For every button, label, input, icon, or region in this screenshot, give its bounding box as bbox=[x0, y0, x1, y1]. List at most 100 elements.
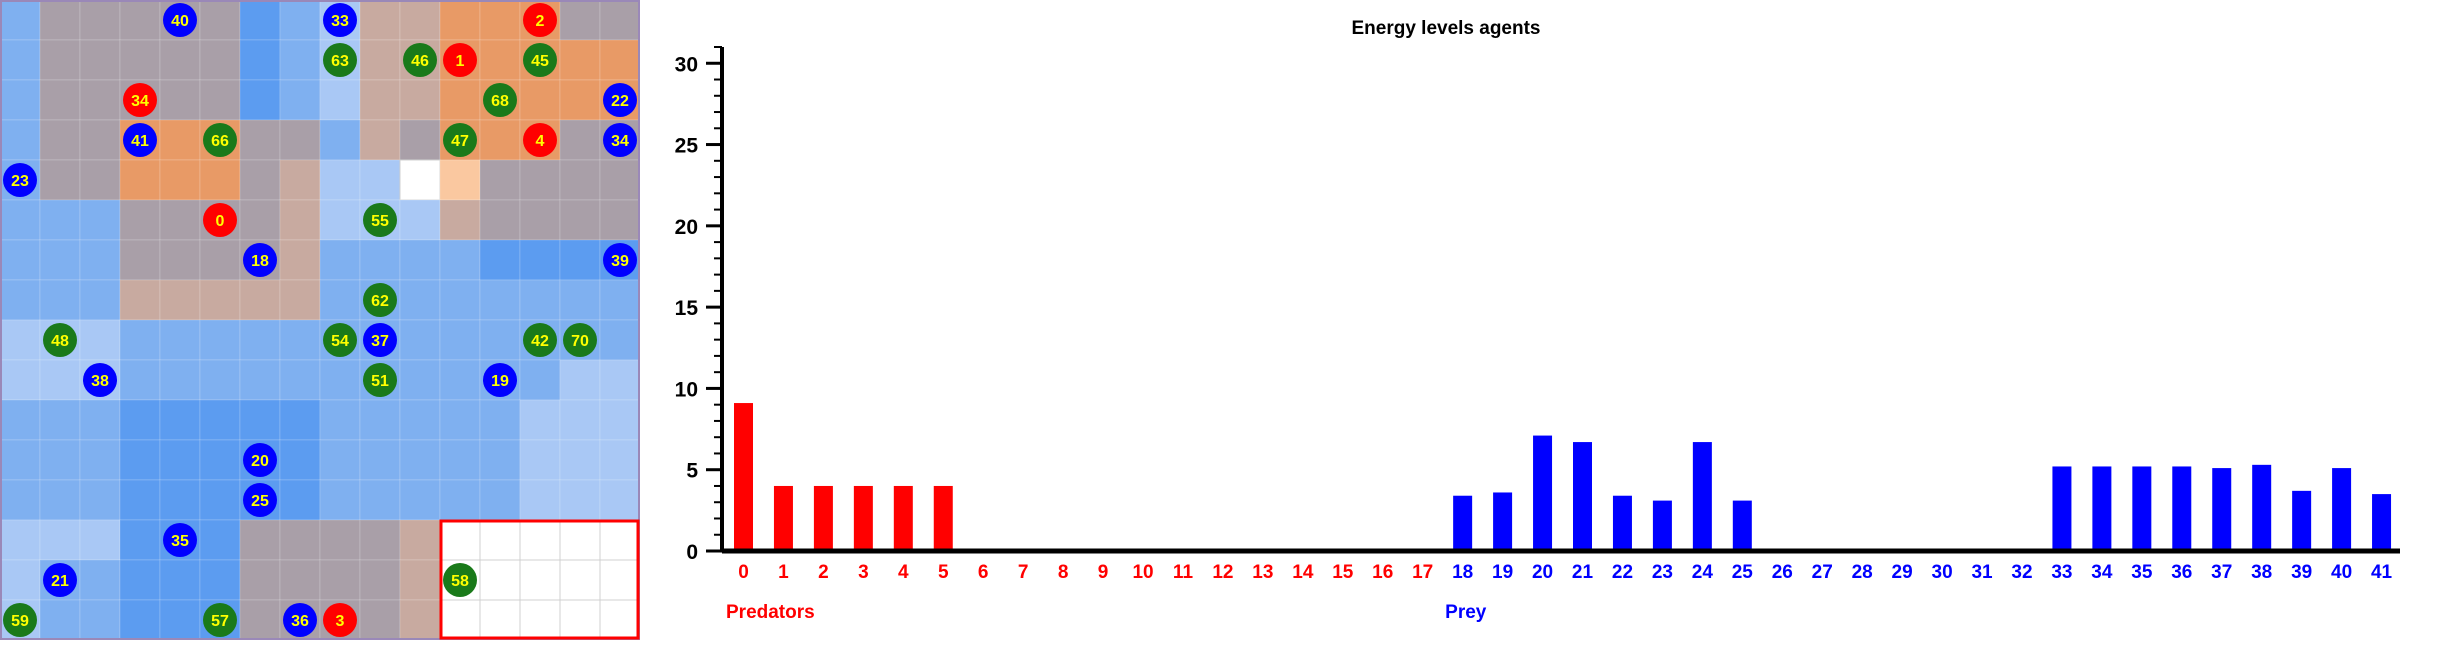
grid-cell bbox=[479, 519, 521, 561]
grid-cell bbox=[399, 159, 441, 201]
grid-cell bbox=[559, 39, 601, 81]
grid-cell bbox=[399, 479, 441, 521]
agent-predator: 3 bbox=[323, 603, 357, 637]
grid-cell bbox=[279, 79, 321, 121]
x-tick-label: 24 bbox=[1692, 562, 1714, 583]
grid-cell bbox=[359, 399, 401, 441]
world-grid-svg: 40 33 2 63 46 1 45 34 68 22 41 66 47 4 34 23 0 55 18 39 62 48… bbox=[0, 0, 641, 641]
x-tick-label: 6 bbox=[978, 562, 989, 583]
grid-cell bbox=[439, 319, 481, 361]
agent-plant: 47 bbox=[443, 123, 477, 157]
grid-cell bbox=[39, 599, 81, 641]
grid-cell bbox=[479, 399, 521, 441]
predator-marker bbox=[523, 123, 557, 157]
grid-cell bbox=[319, 559, 361, 601]
prey-marker bbox=[83, 363, 117, 397]
grid-cell bbox=[119, 239, 161, 281]
grid-cell bbox=[159, 399, 201, 441]
grid-cells bbox=[0, 0, 641, 641]
grid-cell bbox=[399, 599, 441, 641]
grid-cell bbox=[399, 119, 441, 161]
agent-id-label: 66 bbox=[211, 133, 229, 150]
grid-cell bbox=[119, 599, 161, 641]
agent-predator: 1 bbox=[443, 43, 477, 77]
grid-cell bbox=[199, 559, 241, 601]
grid-cell bbox=[399, 399, 441, 441]
x-tick-label: 23 bbox=[1652, 562, 1673, 583]
agent-prey: 18 bbox=[243, 243, 277, 277]
plant-marker bbox=[443, 123, 477, 157]
grid-cell bbox=[559, 279, 601, 321]
bar-40 bbox=[2332, 468, 2352, 551]
grid-cell bbox=[119, 319, 161, 361]
grid-cell bbox=[39, 39, 81, 81]
grid-cell bbox=[519, 199, 561, 241]
agent-id-label: 35 bbox=[171, 533, 189, 550]
grid-cell bbox=[0, 399, 41, 441]
grid-cell bbox=[39, 239, 81, 281]
x-tick-label: 40 bbox=[2331, 562, 2352, 583]
grid-cell bbox=[0, 559, 41, 601]
x-tick-label: 28 bbox=[1852, 562, 1873, 583]
grid-cell bbox=[79, 439, 121, 481]
x-tick-label: 22 bbox=[1612, 562, 1633, 583]
grid-cell bbox=[519, 359, 561, 401]
prey-marker bbox=[163, 523, 197, 557]
y-axis: 0 5 10 15 20 25 30 bbox=[675, 46, 724, 564]
agent-prey: 40 bbox=[163, 3, 197, 37]
bar-2 bbox=[813, 485, 833, 551]
grid-cell bbox=[39, 159, 81, 201]
agent-id-label: 18 bbox=[251, 253, 269, 270]
grid-cell bbox=[279, 39, 321, 81]
grid-cell bbox=[519, 239, 561, 281]
grid-cell bbox=[599, 519, 641, 561]
x-tick-label: 0 bbox=[738, 562, 749, 583]
grid-cell bbox=[39, 279, 81, 321]
bar-4 bbox=[893, 485, 913, 551]
bar-37 bbox=[2212, 468, 2232, 551]
bar-24 bbox=[1692, 442, 1712, 551]
grid-cell bbox=[479, 319, 521, 361]
grid-cell bbox=[159, 199, 201, 241]
agent-id-label: 58 bbox=[451, 573, 469, 590]
bar-20 bbox=[1533, 435, 1553, 551]
prey-marker bbox=[123, 123, 157, 157]
x-tick-label: 12 bbox=[1212, 562, 1233, 583]
grid-border bbox=[0, 0, 640, 640]
x-tick-label: 7 bbox=[1018, 562, 1029, 583]
grid-cell bbox=[119, 519, 161, 561]
grid-cell bbox=[439, 199, 481, 241]
grid-cell bbox=[239, 79, 281, 121]
grid-cell bbox=[559, 159, 601, 201]
bar-39 bbox=[2292, 490, 2312, 551]
predator-marker bbox=[523, 3, 557, 37]
grid-cell bbox=[199, 279, 241, 321]
grid-cell bbox=[599, 479, 641, 521]
grid-cell bbox=[279, 479, 321, 521]
bar-35 bbox=[2132, 466, 2152, 551]
x-tick-label: 41 bbox=[2371, 562, 2393, 583]
grid-cell bbox=[39, 0, 81, 41]
bar-3 bbox=[853, 485, 873, 551]
grid-cell bbox=[439, 479, 481, 521]
grid-cell bbox=[359, 0, 401, 41]
grid-cell bbox=[279, 519, 321, 561]
grid-cell bbox=[559, 199, 601, 241]
agent-prey: 35 bbox=[163, 523, 197, 557]
grid-cell bbox=[79, 79, 121, 121]
grid-cell bbox=[439, 239, 481, 281]
x-tick-label: 16 bbox=[1372, 562, 1393, 583]
grid-cell bbox=[39, 199, 81, 241]
grid-cell bbox=[359, 119, 401, 161]
grid-cell bbox=[159, 159, 201, 201]
grid-cell bbox=[279, 399, 321, 441]
x-tick-label: 18 bbox=[1452, 562, 1473, 583]
grid-cell bbox=[359, 519, 401, 561]
plant-marker bbox=[483, 83, 517, 117]
prey-marker bbox=[603, 243, 637, 277]
grid-cell bbox=[439, 159, 481, 201]
grid-cell bbox=[199, 239, 241, 281]
predator-marker bbox=[323, 603, 357, 637]
group-label-prey: Prey bbox=[1445, 602, 1487, 623]
